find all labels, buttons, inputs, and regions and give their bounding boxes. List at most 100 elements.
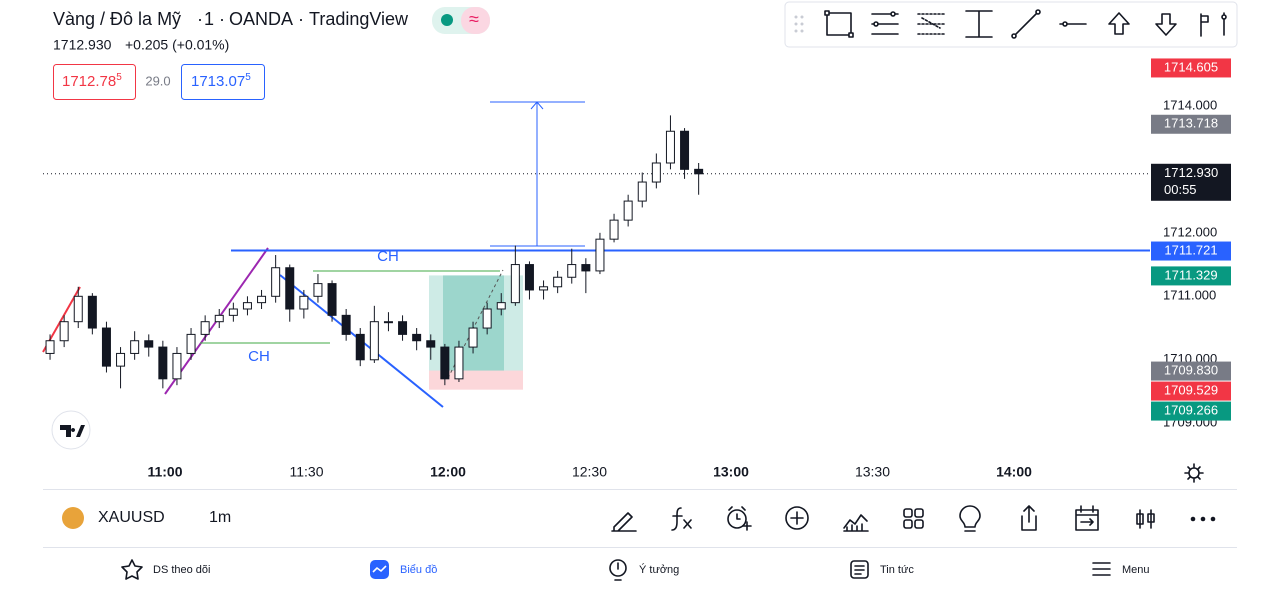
- price-marker: [1151, 58, 1231, 78]
- candle-body: [680, 130, 690, 170]
- candle-body: [651, 162, 661, 183]
- watchlist-icon[interactable]: [121, 559, 143, 580]
- delay-icon: ≈: [469, 9, 479, 29]
- pitchfork-tool[interactable]: [917, 13, 945, 35]
- price-marker: [1151, 381, 1231, 401]
- candle-body: [228, 308, 238, 316]
- candle-body: [130, 340, 140, 354]
- candle-body: [257, 295, 267, 304]
- nav-item[interactable]: DS theo dõi: [153, 564, 210, 576]
- news-nav-icon[interactable]: [850, 560, 869, 579]
- trendline-tool[interactable]: [1011, 9, 1041, 39]
- pitchfork-tool: [917, 13, 945, 35]
- nav-item[interactable]: Biểu đồ: [400, 564, 437, 576]
- add-icon: [785, 506, 809, 530]
- more-icon: [1210, 516, 1216, 522]
- more-icon[interactable]: [1190, 516, 1216, 522]
- drag-handle[interactable]: [794, 15, 804, 33]
- x-tick-label: 12:30: [572, 464, 607, 480]
- arrow-down-tool: [1155, 13, 1177, 36]
- candle-body: [694, 168, 704, 175]
- settings-icon: [1188, 467, 1200, 479]
- change: +0.205 (+0.01%): [125, 37, 229, 53]
- projection-arrow: [530, 101, 544, 246]
- candle-body: [383, 321, 393, 324]
- rectangle-tool: [824, 10, 830, 16]
- buy-price: 1713.07: [191, 73, 245, 90]
- candle-body: [567, 264, 577, 278]
- sell-price: 1712.78: [62, 73, 116, 90]
- chart-type-icon[interactable]: [843, 514, 869, 532]
- price-range-tool[interactable]: [965, 10, 993, 38]
- arrow-down-tool[interactable]: [1155, 13, 1177, 36]
- x-tick-label: 12:00: [430, 464, 466, 480]
- price-range-tool: [965, 10, 993, 38]
- price-marker: [1151, 241, 1231, 261]
- idea-icon[interactable]: [959, 505, 981, 532]
- add-icon[interactable]: [785, 506, 809, 530]
- x-tick-label: 14:00: [996, 464, 1032, 480]
- ideas-nav-icon[interactable]: [609, 559, 627, 581]
- settings-icon[interactable]: [1184, 463, 1204, 483]
- nav-item[interactable]: Tin tức: [880, 564, 914, 576]
- price-marker: [1151, 401, 1231, 421]
- candle-body: [158, 346, 168, 380]
- ray-tool[interactable]: [1059, 21, 1087, 27]
- stop-zone: [429, 370, 523, 390]
- candle-body: [186, 333, 196, 354]
- share-icon[interactable]: [1021, 505, 1037, 531]
- price-marker-label: 1713.718: [1164, 116, 1218, 131]
- candle-body: [242, 302, 252, 310]
- trendline-tool: [1011, 33, 1017, 39]
- fib-tool[interactable]: [871, 11, 899, 35]
- bottom-tools: [611, 505, 1155, 532]
- buy-button[interactable]: [181, 64, 265, 100]
- sell-button[interactable]: [53, 64, 136, 100]
- price-marker: [1151, 114, 1231, 134]
- x-tick-label: 13:30: [855, 464, 890, 480]
- layout-icon[interactable]: [903, 508, 924, 529]
- candle-body: [398, 321, 408, 335]
- draw-icon[interactable]: [611, 512, 637, 532]
- y-tick-label: 1712.000: [1163, 224, 1217, 239]
- add-icon: [790, 511, 804, 525]
- menu-icon[interactable]: [1092, 562, 1111, 576]
- y-tick-label: 1711.000: [1163, 288, 1216, 303]
- nav-item[interactable]: Ý tưởng: [639, 563, 679, 576]
- arrow-up-tool[interactable]: [1108, 12, 1130, 35]
- candle-icon[interactable]: [1136, 509, 1155, 529]
- candle-body: [581, 264, 591, 272]
- trendline-tool: [1035, 9, 1041, 15]
- candle-body: [285, 267, 295, 310]
- symbol[interactable]: XAUUSD: [98, 509, 165, 526]
- alert-icon: [727, 509, 747, 529]
- rectangle-tool[interactable]: [824, 10, 854, 38]
- alert-icon[interactable]: [727, 506, 752, 531]
- candle-body: [214, 314, 224, 323]
- replay-icon[interactable]: [1075, 505, 1099, 531]
- more-icon: [1200, 516, 1206, 522]
- rectangle-tool: [848, 32, 854, 38]
- candle-body: [426, 340, 436, 348]
- interval-button[interactable]: 1m: [209, 509, 231, 526]
- current-price-marker: [1151, 163, 1231, 201]
- price-marker-label: 1709.266: [1164, 403, 1218, 418]
- spread: 29.0: [145, 73, 170, 88]
- nav-item[interactable]: Menu: [1122, 564, 1150, 576]
- flag-tool: [1221, 14, 1227, 20]
- plot: CH CH: [42, 101, 1150, 408]
- candle-body: [665, 130, 675, 164]
- candle-body: [200, 321, 210, 335]
- ideas-nav-icon: [609, 559, 627, 577]
- candle-body: [412, 333, 422, 342]
- price-marker: [1151, 361, 1231, 381]
- settings-icon: [1184, 463, 1204, 483]
- drag-handle: [800, 15, 804, 19]
- alert-icon: [728, 506, 752, 531]
- flag-tool[interactable]: [1200, 12, 1227, 37]
- ray-tool: [1062, 21, 1068, 27]
- more-icon: [1190, 516, 1196, 522]
- sep: ·: [197, 9, 203, 29]
- indicator-icon[interactable]: [671, 507, 692, 531]
